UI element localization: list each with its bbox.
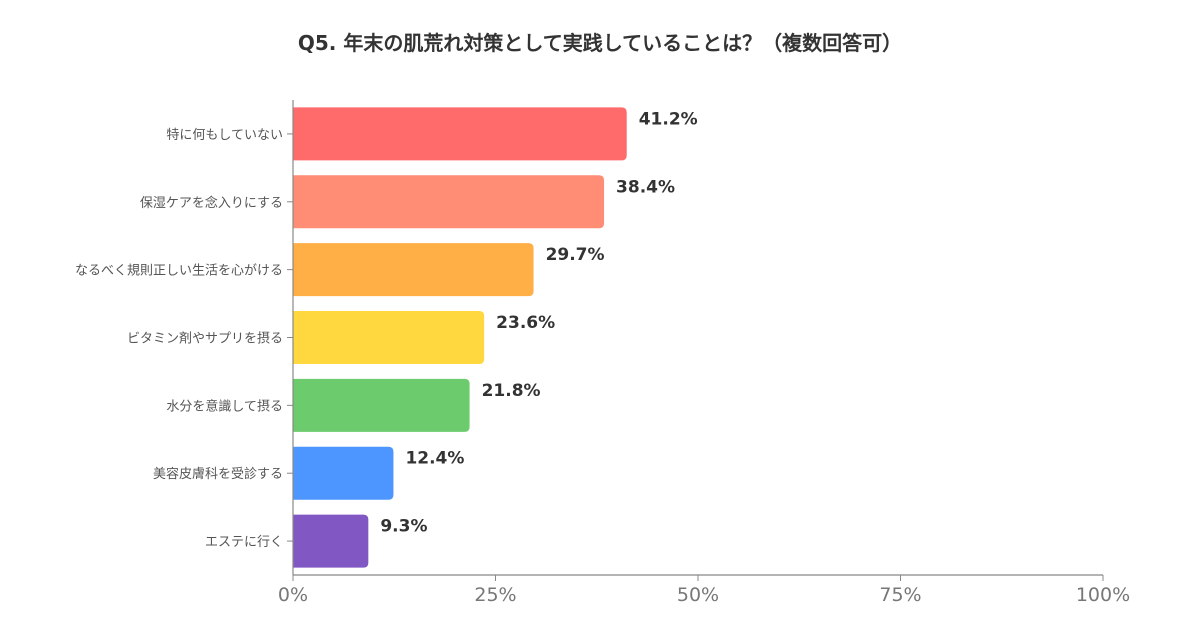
value-label-6: 12.4% xyxy=(405,449,464,469)
category-label-2: 保湿ケアを念入りにする xyxy=(140,195,283,211)
bars-group: 41.2% 38.4% 29.7% 23.6% 21.8% 12.4% 9.3% xyxy=(293,107,698,568)
bar-5 xyxy=(293,378,470,432)
category-label-7: エステに行く xyxy=(205,535,283,550)
value-label-4: 23.6% xyxy=(496,313,555,333)
bar-3 xyxy=(293,243,534,297)
value-label-7: 9.3% xyxy=(380,517,427,537)
category-label-4: ビタミン剤やサプリを摂る xyxy=(127,331,283,347)
axes-group: 特に何もしていない保湿ケアを念入りにするなるべく規則正しい生活を心がけるビタミン… xyxy=(75,100,1130,606)
x-tick-label-100: 100% xyxy=(1076,584,1130,606)
x-tick-label-0: 0% xyxy=(278,584,308,606)
x-tick-label-50: 50% xyxy=(677,584,719,606)
x-tick-label-25: 25% xyxy=(474,584,516,606)
category-label-3: なるべく規則正しい生活を心がける xyxy=(75,264,283,279)
category-label-6: 美容皮膚科を受診する xyxy=(153,466,283,482)
value-label-2: 38.4% xyxy=(616,177,675,197)
value-label-1: 41.2% xyxy=(639,109,698,129)
bar-7 xyxy=(293,514,369,568)
category-label-1: 特に何もしていない xyxy=(166,127,283,143)
value-label-3: 29.7% xyxy=(546,245,605,265)
bar-4 xyxy=(293,311,485,364)
value-label-5: 21.8% xyxy=(482,381,541,401)
x-tick-label-75: 75% xyxy=(879,584,921,606)
bar-2 xyxy=(293,175,605,229)
bar-1 xyxy=(293,107,627,161)
category-label-5: 水分を意識して摂る xyxy=(166,398,283,414)
chart-title: Q5. 年末の肌荒れ対策として実践していることは？（複数回答可） xyxy=(298,31,902,55)
bar-6 xyxy=(293,446,394,500)
